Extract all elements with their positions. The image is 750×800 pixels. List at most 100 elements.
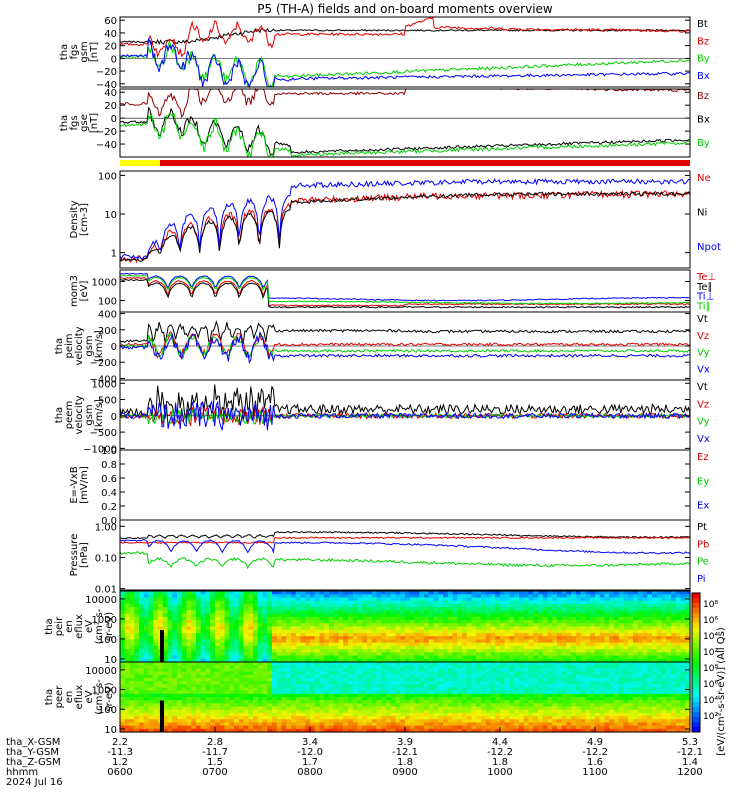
spectrogram-cell: [647, 632, 653, 637]
spectrogram-cell: [210, 632, 216, 637]
spectrogram-cell: [191, 645, 197, 650]
spectrogram-cell: [438, 610, 444, 615]
spectrogram-cell: [376, 655, 382, 660]
spectrogram-cell: [400, 674, 406, 679]
spectrogram-cell: [628, 652, 634, 657]
spectrogram-cell: [533, 645, 539, 650]
spectrogram-cell: [267, 674, 273, 679]
spectrogram-cell: [405, 607, 411, 611]
spectrogram-cell: [685, 652, 691, 657]
spectrogram-cell: [329, 639, 335, 644]
spectrogram-cell: [376, 591, 382, 595]
legend-label-Bz: Bz: [697, 36, 709, 47]
spectrogram-cell: [414, 620, 420, 624]
spectrogram-cell: [381, 690, 387, 695]
spectrogram-cell: [181, 722, 188, 727]
spectrogram-cell: [476, 665, 482, 669]
spectrogram-cell: [395, 652, 401, 657]
spectrogram-cell: [281, 658, 287, 663]
spectrogram-cell: [542, 620, 549, 624]
spectrogram-cell: [172, 728, 178, 733]
spectrogram-cell: [514, 623, 520, 628]
spectrogram-cell: [253, 677, 259, 682]
spectrogram-cell: [281, 687, 287, 692]
spectrogram-cell: [186, 697, 192, 701]
spectrogram-cell: [291, 600, 297, 605]
spectrogram-cell: [386, 693, 392, 698]
spectrogram-cell: [319, 620, 325, 624]
spectrogram-cell: [666, 620, 672, 624]
spectrogram-cell: [333, 636, 340, 641]
spectrogram-cell: [452, 658, 458, 663]
spectrogram-cell: [504, 677, 511, 682]
spectrogram-cell: [409, 632, 416, 637]
spectrogram-cell: [248, 607, 254, 611]
spectrogram-cell: [257, 725, 264, 730]
spectrogram-cell: [400, 716, 406, 720]
spectrogram-cell: [528, 600, 534, 605]
spectrogram-cell: [215, 607, 221, 611]
spectrogram-cell: [428, 639, 435, 644]
spectrogram-cell: [633, 626, 639, 631]
spectrogram-cell: [509, 706, 515, 711]
spectrogram-cell: [276, 693, 283, 698]
spectrogram-cell: [276, 607, 283, 611]
spectrogram-cell: [139, 690, 145, 695]
spectrogram-cell: [319, 700, 325, 704]
spectrogram-cell: [457, 719, 463, 724]
spectrogram-cell: [314, 665, 321, 669]
spectrogram-cell: [438, 600, 444, 605]
spectrogram-cell: [414, 597, 420, 602]
spectrogram-cell: [538, 687, 544, 692]
spectrogram-cell: [428, 693, 435, 698]
quality-bar: [120, 160, 690, 166]
spectrogram-cell: [319, 728, 325, 733]
spectrogram-cell: [348, 693, 354, 698]
spectrogram-cell: [438, 620, 444, 624]
spectrogram-cell: [386, 665, 392, 669]
spectrogram-cell: [395, 703, 401, 708]
spectrogram-cell: [224, 642, 230, 647]
spectrogram-cell: [276, 662, 283, 666]
spectrogram-cell: [158, 616, 164, 621]
spectrogram-cell: [139, 687, 145, 692]
spectrogram-cell: [120, 591, 126, 595]
spectrogram-cell: [229, 681, 235, 685]
spectrogram-cell: [224, 697, 230, 701]
spectrogram-cell: [656, 620, 663, 624]
spectrogram-cell: [134, 642, 140, 647]
spectrogram-cell: [637, 591, 644, 595]
spectrogram-cell: [419, 632, 425, 637]
spectrogram-cell: [476, 684, 482, 689]
spectrogram-cell: [357, 719, 363, 724]
spectrogram-cell: [609, 649, 615, 653]
spectrogram-cell: [333, 671, 340, 676]
y-axis-label: gsm: [84, 404, 95, 425]
spectrogram-cell: [224, 706, 230, 711]
spectrogram-cell: [424, 649, 430, 653]
spectrogram-cell: [509, 591, 515, 595]
spectrogram-cell: [447, 719, 454, 724]
series-line-Ti∥: [119, 274, 691, 305]
spectrogram-cell: [205, 662, 211, 666]
spectrogram-cell: [386, 719, 392, 724]
spectrogram-cell: [585, 607, 591, 611]
spectrogram-cell: [286, 597, 292, 602]
spectrogram-cell: [124, 610, 131, 615]
spectrogram-cell: [219, 674, 226, 679]
spectrogram-cell: [462, 674, 468, 679]
spectrogram-cell: [134, 693, 140, 698]
spectrogram-cell: [319, 623, 325, 628]
spectrogram-cell: [243, 674, 249, 679]
spectrogram-cell: [177, 600, 183, 605]
spectrogram-cell: [257, 665, 264, 669]
spectrogram-cell: [647, 623, 653, 628]
spectrogram-cell: [538, 607, 544, 611]
spectrogram-cell: [519, 597, 525, 602]
spectrogram-cell: [533, 616, 539, 621]
spectrogram-cell: [400, 719, 406, 724]
spectrogram-cell: [134, 658, 140, 663]
spectrogram-cell: [333, 600, 340, 605]
spectrogram-cell: [390, 665, 397, 669]
spectrogram-cell: [367, 607, 373, 611]
